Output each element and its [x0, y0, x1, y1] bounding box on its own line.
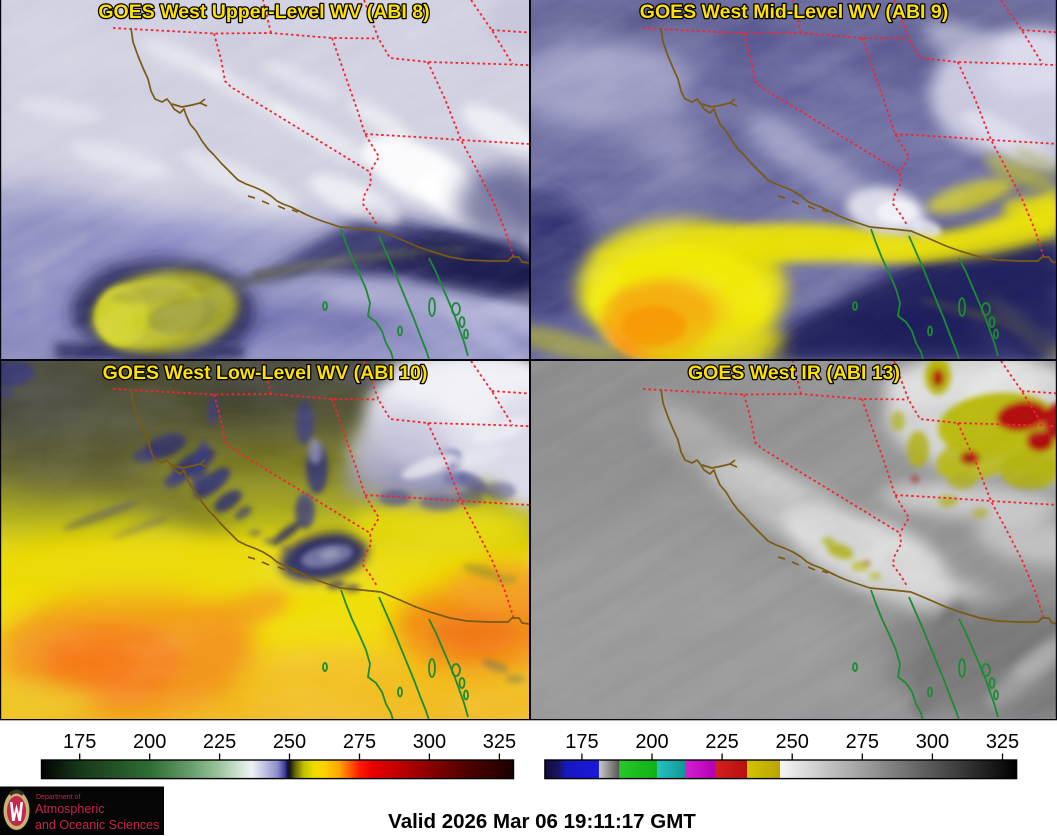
svg-text:GOES West Mid-Level WV (ABI 9): GOES West Mid-Level WV (ABI 9)	[640, 1, 948, 23]
svg-text:250: 250	[273, 731, 306, 753]
svg-text:275: 275	[343, 731, 376, 753]
svg-text:275: 275	[846, 731, 879, 753]
svg-text:325: 325	[986, 731, 1019, 753]
svg-text:325: 325	[483, 731, 516, 753]
svg-text:GOES West Low-Level WV (ABI 10: GOES West Low-Level WV (ABI 10)	[103, 362, 428, 384]
svg-text:300: 300	[916, 731, 949, 753]
svg-text:Valid 2026 Mar 06 19:11:17 GMT: Valid 2026 Mar 06 19:11:17 GMT	[388, 810, 696, 833]
svg-text:175: 175	[63, 731, 96, 753]
svg-text:300: 300	[413, 731, 446, 753]
svg-text:GOES West IR (ABI 13): GOES West IR (ABI 13)	[688, 362, 900, 384]
svg-text:200: 200	[133, 731, 166, 753]
svg-text:250: 250	[776, 731, 809, 753]
svg-text:225: 225	[203, 731, 236, 753]
svg-text:Department of: Department of	[36, 794, 80, 801]
svg-text:GOES West Upper-Level WV (ABI: GOES West Upper-Level WV (ABI 8)	[98, 1, 429, 23]
svg-text:225: 225	[705, 731, 738, 753]
svg-text:and Oceanic Sciences: and Oceanic Sciences	[35, 818, 159, 832]
svg-text:Atmospheric: Atmospheric	[35, 802, 104, 816]
svg-text:175: 175	[565, 731, 598, 753]
svg-text:200: 200	[635, 731, 668, 753]
